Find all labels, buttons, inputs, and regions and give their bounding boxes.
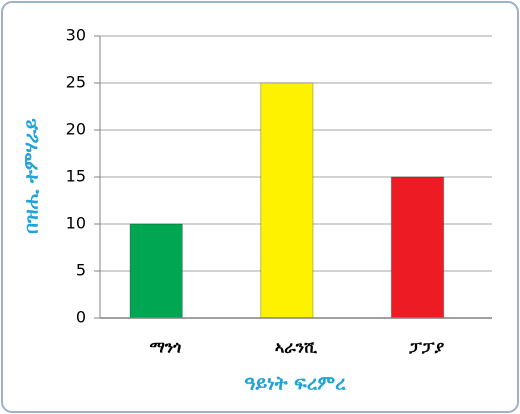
y-axis-title: በዝሒ ተምሃራይ xyxy=(21,118,43,234)
x-tick-label: ኣራንሺ xyxy=(275,338,318,357)
y-tick-label: 0 xyxy=(76,308,86,327)
y-tick-label: 20 xyxy=(66,120,86,139)
x-axis-title: ዓይነት ፍረምረ xyxy=(244,373,346,395)
y-tick-label: 25 xyxy=(66,73,86,92)
x-tick-label: ፓፓያ xyxy=(409,338,444,357)
bar xyxy=(390,176,445,319)
y-tick-label: 30 xyxy=(66,26,86,45)
y-tick-label: 15 xyxy=(66,167,86,186)
bar xyxy=(129,223,183,319)
y-tick-label: 10 xyxy=(66,214,86,233)
y-tick-label: 5 xyxy=(76,261,86,280)
x-tick-label: ማንጎ xyxy=(149,338,181,357)
bar xyxy=(260,82,314,319)
